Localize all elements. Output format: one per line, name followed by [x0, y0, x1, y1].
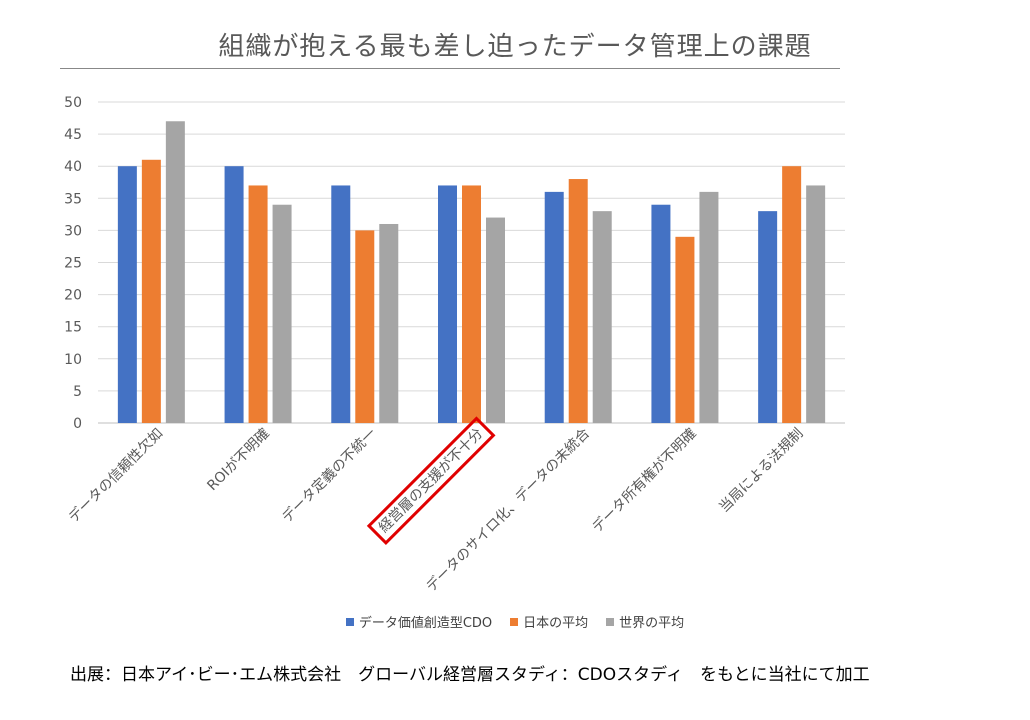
- x-category: 当局による法規制: [716, 426, 806, 516]
- bar: [675, 236, 695, 423]
- bar: [379, 223, 399, 423]
- legend-item: 日本の平均: [510, 612, 588, 631]
- y-tick-label: 35: [64, 191, 82, 207]
- x-category: データの信頼性欠如: [65, 425, 166, 526]
- x-category: データのサイロ化、データの未統合: [423, 425, 593, 595]
- bar: [141, 159, 161, 423]
- bar: [758, 211, 778, 423]
- y-tick-label: 40: [64, 159, 82, 175]
- bar: [486, 217, 505, 423]
- highlight-box: [366, 416, 496, 546]
- bar: [806, 185, 826, 423]
- y-tick-label: 15: [64, 320, 82, 336]
- x-category: データ所有権が不明確: [589, 425, 700, 536]
- chart-legend: データ価値創造型CDO 日本の平均 世界の平均: [0, 612, 1030, 631]
- title-underline: [60, 68, 840, 69]
- bar: [272, 204, 292, 423]
- y-tick-label: 50: [64, 95, 82, 111]
- bar: [117, 166, 137, 423]
- y-axis: 0 5 10 15 20 25 30 35 40 45 50: [64, 95, 82, 432]
- legend-label: データ価値創造型CDO: [358, 616, 493, 631]
- y-tick-label: 30: [64, 223, 82, 239]
- x-tick-label: 当局による法規制: [716, 426, 806, 516]
- y-tick-label: 25: [64, 256, 82, 272]
- bar: [331, 185, 351, 423]
- y-tick-label: 10: [64, 352, 82, 368]
- bar: [438, 185, 457, 423]
- legend-label: 日本の平均: [523, 616, 589, 631]
- bar: [568, 179, 588, 423]
- bar: [355, 230, 375, 423]
- legend-swatch: [606, 618, 615, 626]
- bar: [462, 185, 481, 423]
- y-tick-label: 5: [73, 384, 82, 400]
- legend-label: 世界の平均: [619, 616, 685, 631]
- x-axis: データの信頼性欠如 ROIが不明確 データ定義の不統一経営層の支援が不十分データのサ…: [65, 416, 806, 595]
- legend-swatch: [345, 618, 354, 626]
- x-category: データ定義の不統一: [278, 425, 379, 526]
- x-category: 経営層の支援が不十分: [366, 416, 496, 546]
- chart-title: 組織が抱える最も差し迫ったデータ管理上の課題: [218, 32, 812, 62]
- x-category: ROIが不明確: [204, 426, 273, 495]
- y-tick-label: 20: [64, 288, 82, 304]
- bar: [651, 204, 671, 423]
- bar: [592, 211, 612, 423]
- bar: [782, 166, 802, 423]
- x-tick-label: データの信頼性欠如: [65, 425, 166, 526]
- bar: [544, 191, 564, 423]
- x-tick-label: ROIが不明確: [204, 426, 273, 495]
- x-tick-label: 経営層の支援が不十分: [376, 426, 486, 536]
- bar: [224, 166, 244, 423]
- source-note: 出展：日本アイ･ビー･エム株式会社 グローバル経営層スタディ：CDOスタディ を…: [70, 665, 870, 685]
- x-tick-label: データ所有権が不明確: [589, 425, 700, 536]
- legend-item: 世界の平均: [606, 612, 684, 631]
- legend-swatch: [510, 618, 519, 626]
- bar: [165, 121, 185, 423]
- bar-group: [117, 121, 826, 423]
- y-tick-label: 0: [73, 416, 82, 432]
- bar: [699, 191, 719, 423]
- bar: [248, 185, 268, 423]
- y-tick-label: 45: [64, 127, 82, 143]
- legend-item: データ価値創造型CDO: [345, 612, 493, 631]
- x-tick-label: データのサイロ化、データの未統合: [423, 425, 593, 595]
- x-tick-label: データ定義の不統一: [278, 425, 379, 526]
- gridlines: [98, 101, 845, 424]
